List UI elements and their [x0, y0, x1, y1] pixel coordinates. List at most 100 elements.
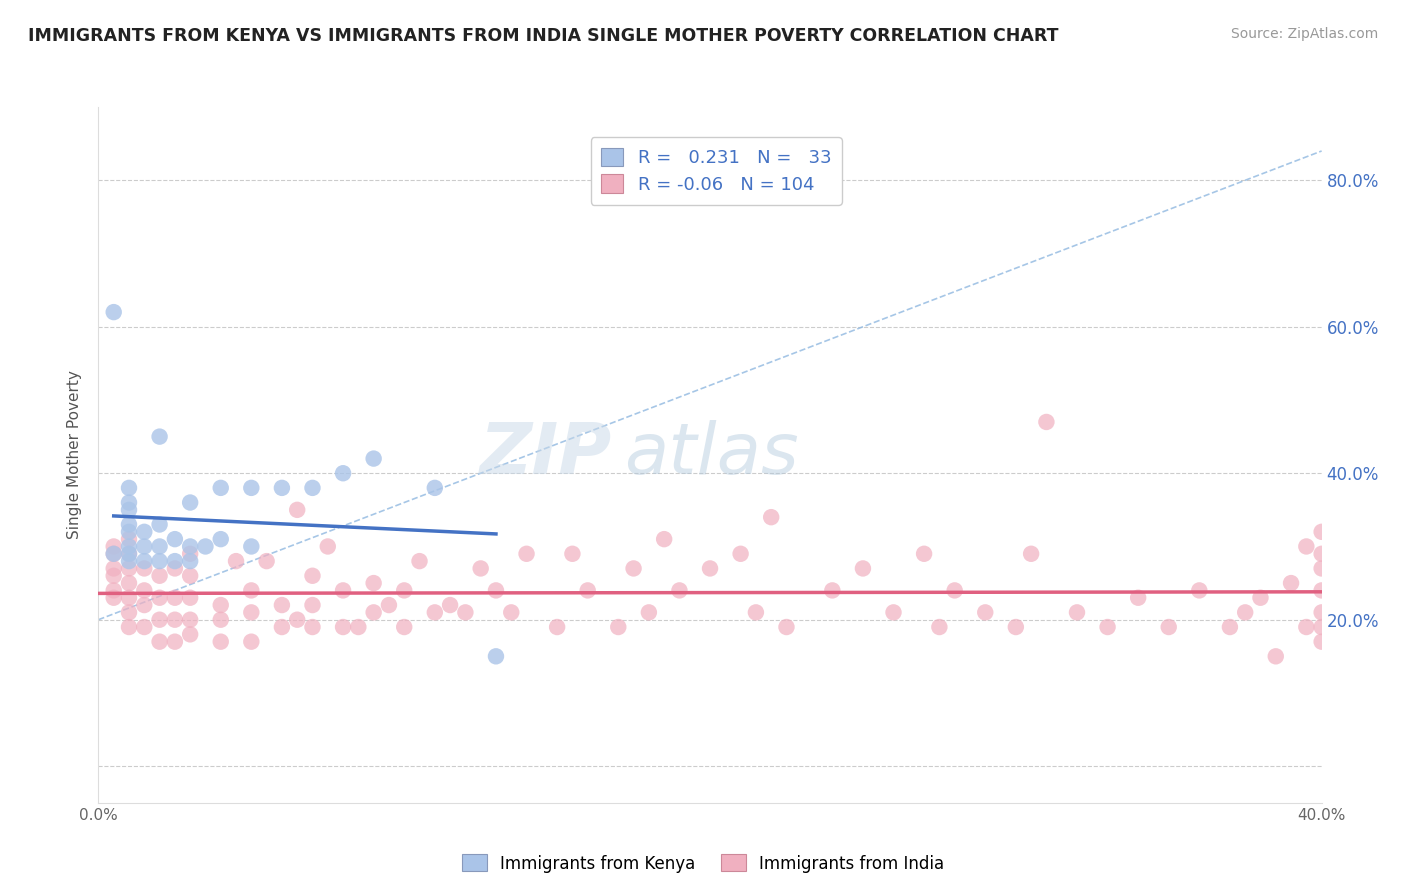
Point — [928, 620, 950, 634]
Point — [637, 606, 661, 620]
Point — [1188, 583, 1211, 598]
Point — [1035, 415, 1057, 429]
Point — [363, 576, 385, 591]
Point — [1310, 620, 1333, 634]
Point — [209, 634, 232, 648]
Point — [149, 540, 172, 554]
Point — [179, 540, 201, 554]
Point — [1279, 576, 1302, 591]
Point — [1219, 620, 1241, 634]
Point — [912, 547, 935, 561]
Point — [240, 540, 263, 554]
Point — [149, 517, 172, 532]
Point — [270, 620, 292, 634]
Point — [1295, 620, 1317, 634]
Point — [134, 583, 156, 598]
Point — [1128, 591, 1150, 605]
Point — [118, 524, 141, 539]
Point — [179, 627, 201, 641]
Legend: R =   0.231   N =   33, R = -0.06   N = 104: R = 0.231 N = 33, R = -0.06 N = 104 — [591, 137, 842, 204]
Point — [163, 613, 186, 627]
Point — [118, 591, 141, 605]
Point — [179, 591, 201, 605]
Point — [347, 620, 370, 634]
Point — [1249, 591, 1271, 605]
Point — [179, 568, 201, 582]
Point — [209, 481, 232, 495]
Point — [332, 620, 354, 634]
Point — [699, 561, 721, 575]
Point — [134, 620, 156, 634]
Point — [974, 606, 997, 620]
Point — [149, 591, 172, 605]
Point — [163, 532, 186, 546]
Point — [134, 540, 156, 554]
Point — [745, 606, 768, 620]
Point — [134, 561, 156, 575]
Point — [163, 634, 186, 648]
Point — [149, 634, 172, 648]
Point — [775, 620, 797, 634]
Point — [501, 606, 523, 620]
Point — [118, 606, 141, 620]
Point — [179, 547, 201, 561]
Point — [1066, 606, 1088, 620]
Point — [179, 554, 201, 568]
Point — [240, 583, 263, 598]
Point — [392, 583, 416, 598]
Point — [1097, 620, 1119, 634]
Point — [378, 598, 401, 612]
Point — [118, 495, 141, 509]
Point — [179, 495, 201, 509]
Point — [423, 481, 446, 495]
Point — [408, 554, 430, 568]
Point — [118, 620, 141, 634]
Point — [1310, 606, 1333, 620]
Point — [149, 568, 172, 582]
Point — [118, 554, 141, 568]
Text: IMMIGRANTS FROM KENYA VS IMMIGRANTS FROM INDIA SINGLE MOTHER POVERTY CORRELATION: IMMIGRANTS FROM KENYA VS IMMIGRANTS FROM… — [28, 27, 1059, 45]
Point — [301, 481, 323, 495]
Point — [163, 591, 186, 605]
Point — [149, 613, 172, 627]
Point — [118, 547, 141, 561]
Point — [1004, 620, 1026, 634]
Point — [301, 598, 323, 612]
Point — [1310, 524, 1333, 539]
Point — [1310, 561, 1333, 575]
Point — [1157, 620, 1180, 634]
Point — [363, 451, 385, 466]
Point — [561, 547, 583, 561]
Point — [118, 547, 141, 561]
Point — [118, 517, 141, 532]
Point — [852, 561, 875, 575]
Point — [103, 547, 125, 561]
Point — [118, 532, 141, 546]
Text: atlas: atlas — [624, 420, 799, 490]
Point — [285, 613, 308, 627]
Point — [103, 583, 125, 598]
Point — [285, 503, 308, 517]
Point — [759, 510, 782, 524]
Point — [668, 583, 690, 598]
Point — [516, 547, 538, 561]
Point — [546, 620, 568, 634]
Point — [301, 620, 323, 634]
Legend: Immigrants from Kenya, Immigrants from India: Immigrants from Kenya, Immigrants from I… — [456, 847, 950, 880]
Point — [623, 561, 645, 575]
Point — [118, 561, 141, 575]
Point — [485, 649, 508, 664]
Point — [332, 467, 354, 481]
Point — [163, 554, 186, 568]
Point — [240, 634, 263, 648]
Point — [209, 613, 232, 627]
Y-axis label: Single Mother Poverty: Single Mother Poverty — [67, 370, 83, 540]
Point — [103, 305, 125, 319]
Point — [134, 554, 156, 568]
Point — [209, 598, 232, 612]
Point — [134, 598, 156, 612]
Point — [103, 540, 125, 554]
Point — [1295, 540, 1317, 554]
Point — [118, 540, 141, 554]
Point — [392, 620, 416, 634]
